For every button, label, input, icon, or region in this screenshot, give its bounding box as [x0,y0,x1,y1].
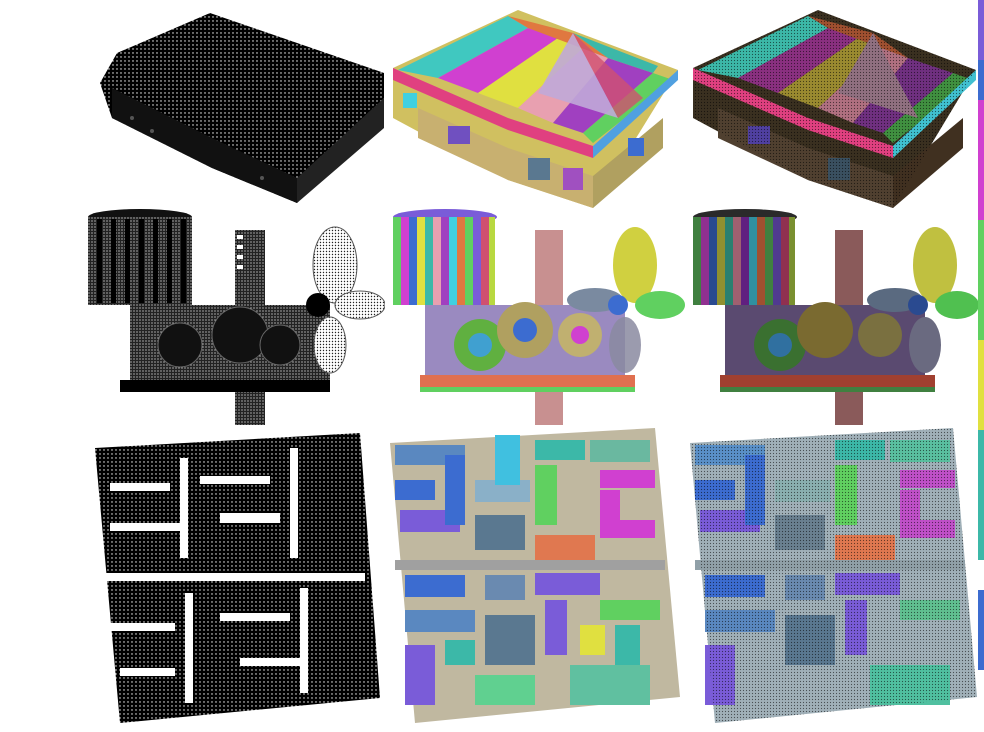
building-colored-points-render [693,10,976,208]
lattice-colored-points-render [690,428,977,723]
gear-colored-points-render [693,209,979,425]
gear-mechanism-point-cloud [85,205,385,427]
gear-mechanism-colored-segmentation [385,205,685,427]
building-colored-segmentation-with-points [688,8,980,208]
gear-mechanism-colored-segmentation-with-points [685,205,980,427]
building-point-cloud-render [100,13,384,203]
lattice-point-cloud-render [95,433,380,723]
building-point-cloud [92,8,387,208]
lattice-colored-segmentation-render [390,428,680,723]
gear-point-cloud-render [88,209,385,425]
lattice-block-point-cloud [90,428,385,728]
lattice-block-colored-segmentation [385,425,685,728]
building-colored-segmentation-render [393,10,678,208]
lattice-block-colored-segmentation-with-points [685,425,980,728]
gear-colored-segmentation-render [393,209,685,425]
cropped-color-strip [978,0,984,732]
building-colored-segmentation [388,8,683,208]
